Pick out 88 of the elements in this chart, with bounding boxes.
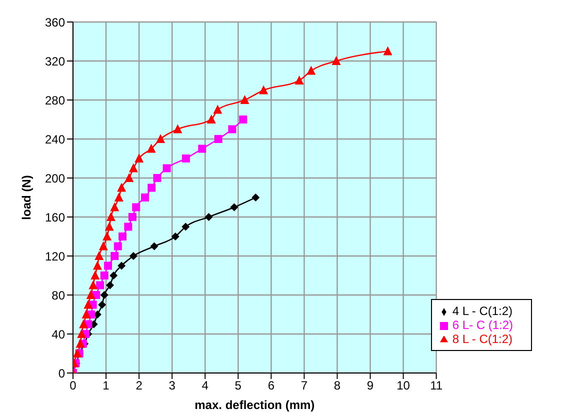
point [240,95,250,104]
point [104,222,114,231]
point [124,173,134,182]
point [239,116,248,124]
point [156,134,166,143]
point [141,194,149,202]
point [90,270,100,280]
point [110,272,118,280]
point [214,135,222,143]
y-tick-label: 160 [44,210,66,224]
point [171,232,180,240]
point [182,154,190,162]
point [106,281,114,290]
x-tick-label: 2 [136,378,143,393]
y-tick-label: 40 [52,327,66,342]
x-tick-label: 1 [102,378,110,393]
y-tick-label: 240 [44,132,66,146]
point [77,329,86,338]
point [117,182,126,192]
point [98,241,108,250]
y-tick-label: 120 [44,249,66,264]
point [294,76,304,84]
point [306,66,316,75]
y-tick-label: 360 [44,15,66,30]
point [106,212,116,221]
point [213,104,222,114]
point [182,222,190,231]
point [134,154,144,162]
y-tick-label: 80 [52,288,66,302]
point [104,262,112,270]
point [92,260,102,270]
legend-label: 6 L- C (1:2) [452,318,513,332]
x-tick-label: 3 [168,378,176,393]
point [110,202,120,212]
x-tick-label: 9 [366,378,374,393]
y-tick-label: 280 [44,93,66,108]
x-tick-label: 8 [334,378,341,393]
point [124,222,132,231]
point [204,213,213,221]
point [383,46,392,56]
point [79,319,88,328]
point [100,272,108,280]
point [173,124,182,134]
legend-label: 8 L - C(1:2) [452,332,513,346]
point [129,252,138,260]
y-tick-label: 200 [44,171,66,186]
point [146,144,156,153]
point [162,164,171,172]
point [128,163,138,172]
y-axis-title: load (N) [19,175,34,220]
point [332,56,341,65]
y-tick-label: 320 [44,54,66,68]
x-tick-label: 6 [268,378,275,393]
x-tick-label: 5 [234,378,242,393]
point [252,194,260,202]
point [228,125,236,134]
point [100,291,108,299]
point [153,174,162,182]
point [102,232,112,240]
point [82,310,91,318]
y-tick-label: 0 [58,366,66,380]
legend-label: 4 L - C(1:2) [452,304,513,318]
point [259,85,268,94]
x-tick-label: 11 [430,378,443,393]
x-tick-label: 4 [202,378,209,393]
point [84,300,93,309]
point [132,203,140,212]
point [88,280,98,290]
point [86,290,96,299]
point [118,262,126,270]
point [114,242,122,250]
point [128,213,136,221]
x-axis-title: max. deflection (mm) [194,398,315,412]
point [98,300,106,309]
point [114,192,124,202]
point [110,252,119,260]
x-tick-label: 0 [70,378,77,393]
x-tick-label: 10 [396,378,410,393]
point [118,232,127,240]
point [198,144,206,153]
point [206,114,216,124]
point [150,242,158,250]
point [76,338,85,348]
point [94,251,104,260]
x-tick-label: 7 [300,378,308,393]
point [148,184,156,192]
point [230,203,238,212]
point [96,281,104,290]
